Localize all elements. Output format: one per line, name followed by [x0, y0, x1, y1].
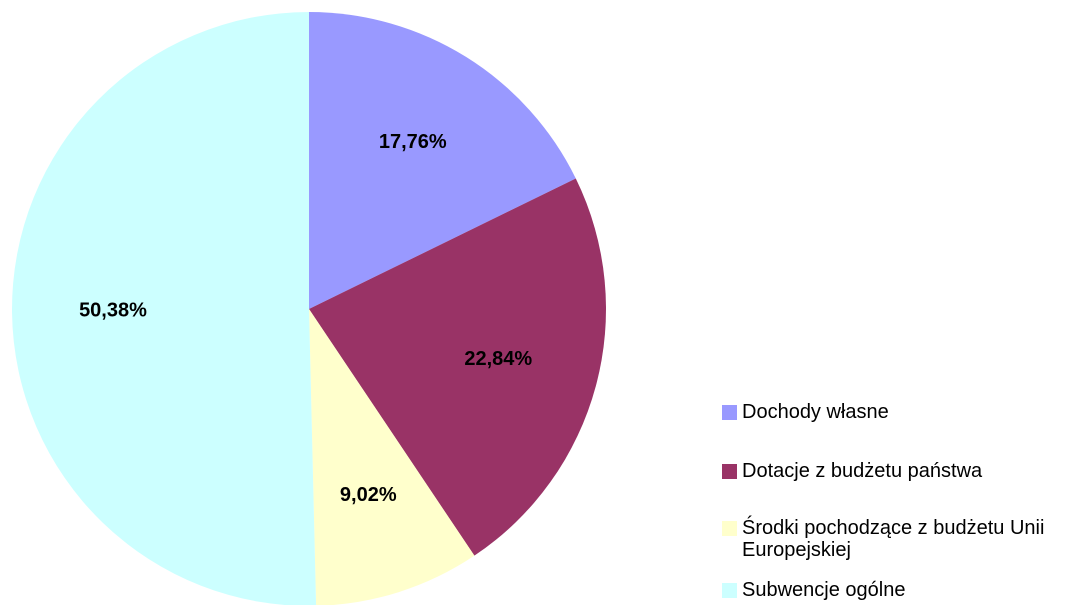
data-label: 17,76%: [379, 131, 447, 153]
data-label: 22,84%: [464, 348, 532, 370]
legend-label: Subwencje ogólne: [742, 579, 906, 601]
legend-item: Subwencje ogólne: [722, 579, 1082, 601]
pie-slice: [309, 12, 576, 309]
legend-swatch: [722, 583, 737, 598]
legend-item: Dotacje z budżetu państwa: [722, 460, 1082, 482]
legend-label: Środki pochodzące z budżetu Unii Europej…: [742, 517, 1045, 561]
pie-slice: [12, 12, 317, 605]
legend-swatch: [722, 405, 737, 420]
legend-item: Dochody własne: [722, 401, 1082, 423]
legend-label: Dochody własne: [742, 401, 889, 423]
data-label: 9,02%: [340, 484, 397, 506]
chart: 17,76% 22,84% 9,02% 50,38%: [12, 12, 607, 605]
legend-swatch: [722, 521, 737, 536]
legend-label: Dotacje z budżetu państwa: [742, 460, 983, 482]
legend-swatch: [722, 464, 737, 479]
pie-slice: [309, 178, 607, 556]
legend-item: Środki pochodzące z budżetu Unii Europej…: [722, 517, 1082, 561]
data-label: 50,38%: [79, 300, 147, 322]
pie-slice: [309, 309, 475, 605]
